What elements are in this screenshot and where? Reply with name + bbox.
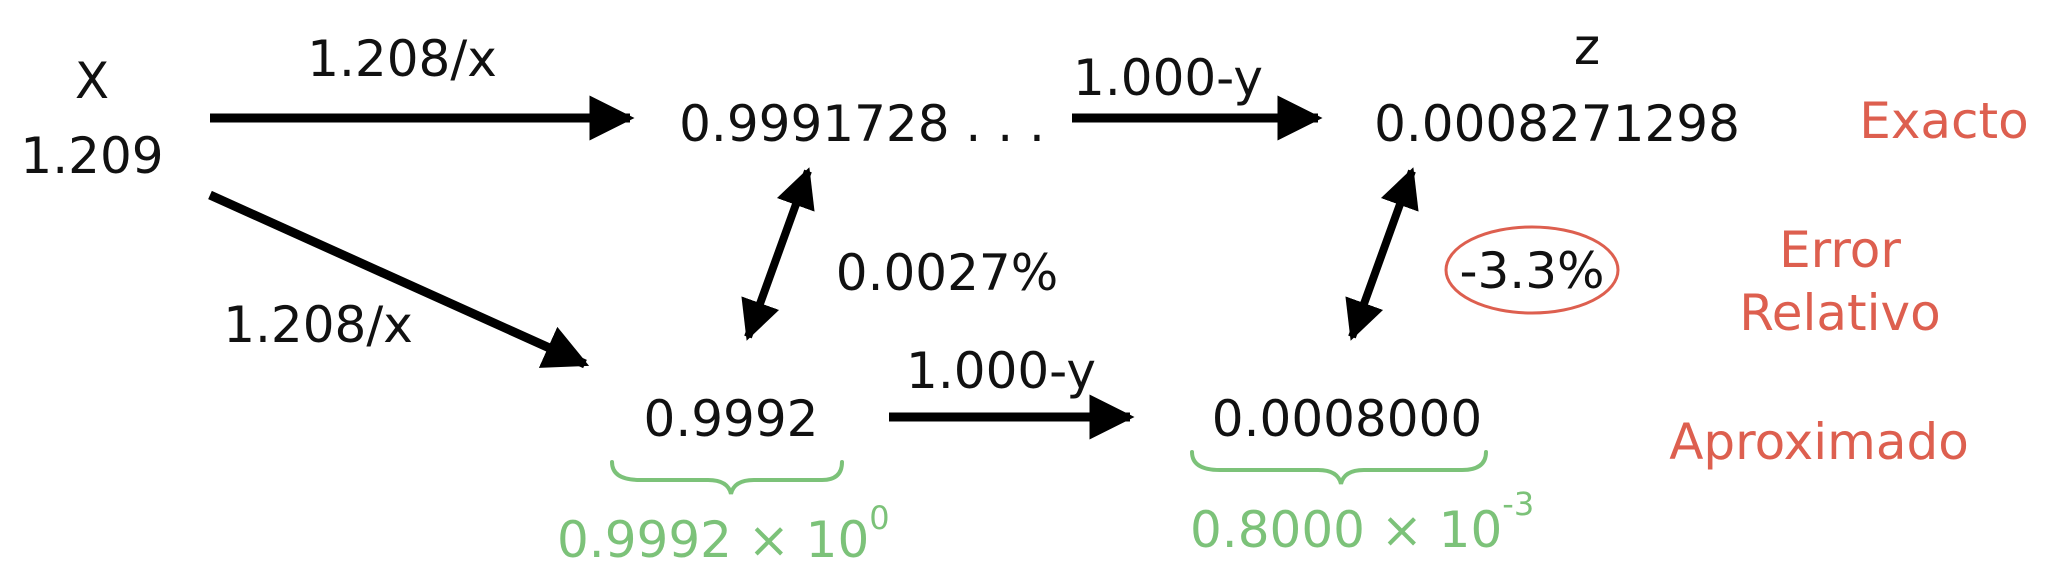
function-f-label-bottom: 1.208/x xyxy=(223,296,413,354)
x-variable-label: X xyxy=(75,52,109,110)
x-value: 1.209 xyxy=(20,127,163,185)
y-relative-error: 0.0027% xyxy=(836,244,1058,302)
underbrace-z xyxy=(1190,450,1488,485)
y-approx-value: 0.9992 xyxy=(644,390,819,448)
y-sci-notation: 0.9992 × 100 xyxy=(557,499,890,569)
arrow-x-to-y-approx xyxy=(208,190,590,369)
function-f-label-top: 1.208/x xyxy=(307,30,497,88)
z-sci-mantissa: 0.8000 × 10 xyxy=(1190,501,1502,559)
legend-error-line2: Relativo xyxy=(1739,284,1940,342)
y-sci-exponent: 0 xyxy=(869,499,889,537)
z-approx-value: 0.0008000 xyxy=(1212,390,1482,448)
z-sci-notation: 0.8000 × 10-3 xyxy=(1190,485,1534,559)
y-sci-mantissa: 0.9992 × 10 xyxy=(557,511,869,569)
z-exact-value: 0.0008271298 xyxy=(1374,95,1740,153)
y-exact-value: 0.9991728 . . . xyxy=(679,95,1045,153)
legend-error-line1: Error xyxy=(1779,221,1901,279)
error-highlight-ellipse xyxy=(1444,225,1620,315)
underbrace-y xyxy=(610,460,844,495)
error-arrow-y xyxy=(741,167,815,341)
z-variable-label: z xyxy=(1574,18,1600,76)
z-sci-exponent: -3 xyxy=(1502,485,1534,523)
function-g-label-bottom: 1.000-y xyxy=(906,342,1096,400)
legend-aproximado: Aproximado xyxy=(1669,413,1969,471)
z-relative-error: -3.3% xyxy=(1459,242,1604,300)
legend-exacto: Exacto xyxy=(1859,92,2029,150)
function-g-label-top: 1.000-y xyxy=(1073,49,1263,107)
error-arrow-z xyxy=(1345,167,1419,341)
